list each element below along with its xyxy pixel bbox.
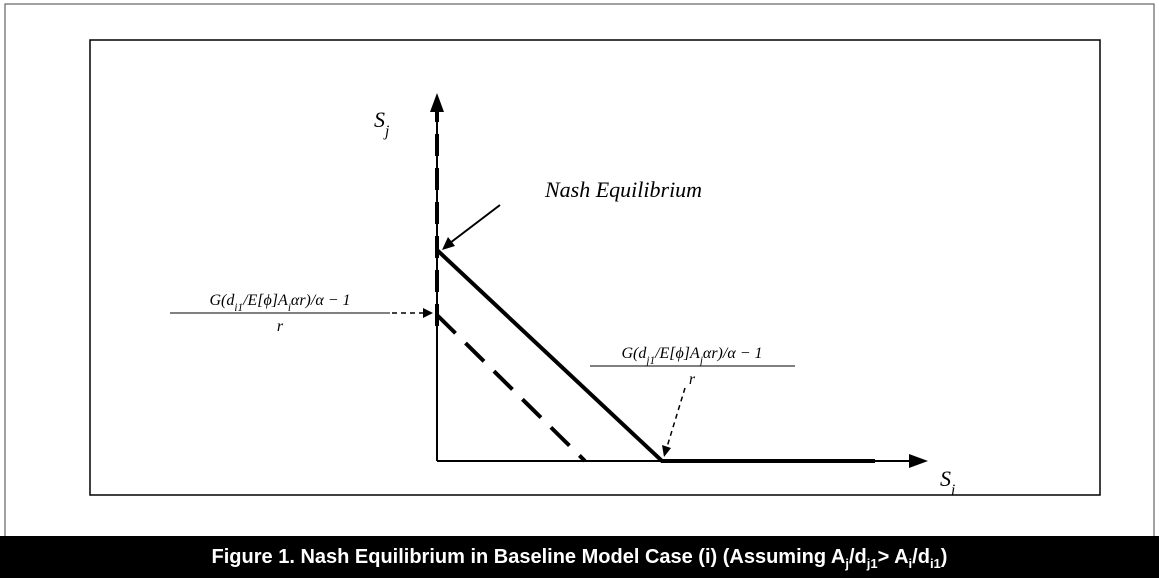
annotation-arrowhead (442, 237, 455, 250)
text-part: S (374, 107, 385, 132)
dashed-curve (435, 313, 587, 463)
subscript: i (951, 482, 955, 499)
text-part: > A (877, 546, 909, 568)
text-part: G(d (209, 292, 235, 309)
annotation: Nash Equilibrium (544, 177, 702, 202)
text-part: /E[ϕ]A (242, 292, 288, 309)
text-part: /d (848, 546, 867, 568)
text-part: G(d (621, 345, 647, 362)
y-axis-label: Sj (374, 107, 389, 140)
subscript: i (288, 302, 291, 314)
subscript: j1 (866, 556, 878, 571)
inner-border (89, 39, 1101, 496)
subscript: i1 (234, 302, 243, 314)
caption: Figure 1. Nash Equilibrium in Baseline M… (0, 536, 1159, 578)
solid-curve (435, 248, 875, 463)
subscript: i (908, 556, 913, 571)
text-part: Figure 1. Nash Equilibrium in Baseline M… (211, 546, 846, 568)
text-part: αr)/α − 1 (291, 292, 351, 309)
text-part: /E[ϕ]A (654, 345, 700, 362)
right-arrowhead (662, 445, 671, 457)
subscript: j (698, 355, 703, 367)
x-arrow (909, 454, 928, 468)
text-part: /d (912, 546, 930, 568)
diagram: Sj Si Nash Equilibrium G(di1/E[ϕ]Aiαr)/α… (4, 3, 1155, 536)
subscript: j (845, 556, 849, 571)
subscript: j1 (644, 355, 655, 367)
annotation-arrow (449, 204, 501, 244)
x-axis-label: Si (940, 466, 955, 499)
left-denominator: r (277, 318, 284, 335)
left-numerator: G(di1/E[ϕ]Aiαr)/α − 1 (209, 292, 350, 314)
left-arrowhead (423, 308, 433, 318)
subscript: i1 (929, 556, 941, 571)
subscript: j (383, 123, 389, 140)
text-part: ) (940, 546, 948, 568)
right-arrow (666, 387, 686, 448)
right-denominator: r (689, 371, 696, 388)
right-numerator: G(dj1/E[ϕ]Ajαr)/α − 1 (621, 345, 762, 367)
text-part: αr)/α − 1 (703, 345, 763, 362)
text-part: S (940, 466, 951, 491)
outer-border (4, 3, 1155, 536)
